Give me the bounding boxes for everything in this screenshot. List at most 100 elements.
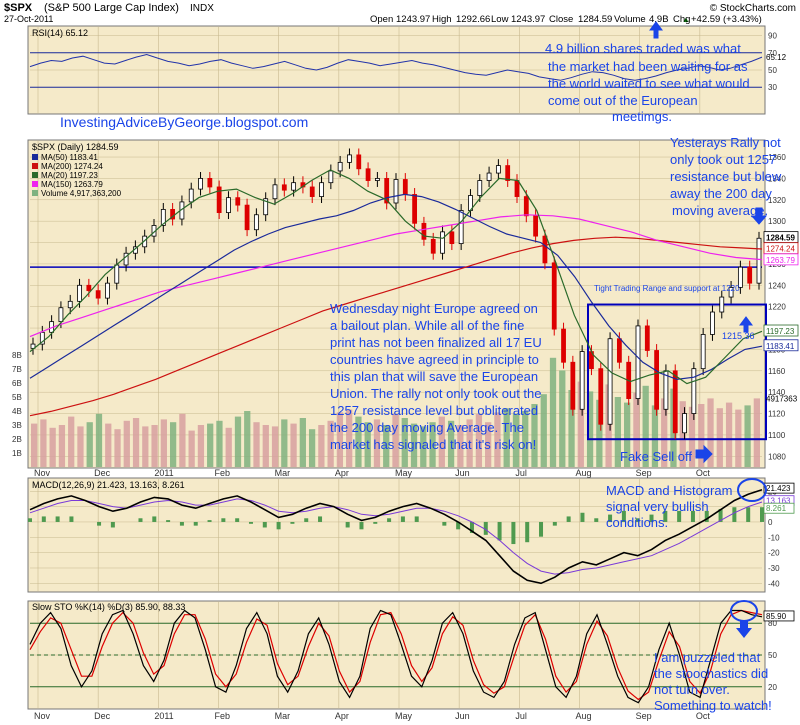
volume-bar bbox=[151, 425, 158, 467]
price-y-tick: 1160 bbox=[768, 367, 786, 376]
volume-bar bbox=[744, 405, 751, 467]
price-candle bbox=[700, 334, 706, 370]
value-label: 1284.59 bbox=[766, 234, 795, 243]
chg-arrow-icon: ▲ bbox=[682, 15, 690, 24]
macd-note-2: signal very bullish bbox=[606, 499, 709, 514]
x-tick-label: Dec bbox=[94, 468, 111, 478]
price-y-tick: 1300 bbox=[768, 217, 786, 226]
volume-y-tick: 3B bbox=[12, 421, 22, 430]
high-value: 1292.66 bbox=[456, 14, 490, 25]
close-value: 1284.59 bbox=[578, 14, 612, 25]
macd-line bbox=[29, 488, 763, 585]
macd-histogram-bar bbox=[193, 521, 198, 526]
volume-bar bbox=[485, 422, 492, 467]
rsi-note-2: the market had been waiting for as bbox=[548, 59, 748, 74]
volume-bar bbox=[373, 419, 381, 467]
price-candle bbox=[458, 210, 464, 245]
price-candle bbox=[207, 178, 213, 188]
price-candle bbox=[737, 266, 743, 288]
volume-bar bbox=[308, 429, 316, 467]
macd-histogram-bar bbox=[594, 518, 599, 522]
x-tick-label: Apr bbox=[335, 468, 349, 478]
sto-k-line bbox=[29, 609, 763, 704]
macd-histogram-bar bbox=[621, 510, 626, 522]
macd-histogram-bar bbox=[152, 516, 157, 522]
price-candle bbox=[235, 197, 241, 206]
europe-note-8: the 200 day moving Average. The bbox=[330, 420, 524, 435]
blog-name: InvestingAdviceByGeorge.blogspot.com bbox=[60, 114, 308, 130]
europe-note-6: Union. The rally not only took out the bbox=[330, 386, 542, 401]
price-candle bbox=[226, 197, 231, 214]
macd-histogram-bar bbox=[635, 518, 640, 522]
volume-y-tick: 1B bbox=[12, 449, 22, 458]
europe-note: Wednesday night Europe agreed on a bailo… bbox=[330, 301, 542, 452]
volume-bar bbox=[716, 408, 723, 467]
x-tick-label: Jun bbox=[455, 711, 470, 721]
volume-bar bbox=[531, 404, 538, 467]
legend-ma20: MA(20) 1197.23 bbox=[41, 171, 98, 180]
europe-note-9: market has signaled that it's risk on! bbox=[330, 437, 536, 452]
price-candle bbox=[30, 343, 36, 349]
price-bars bbox=[30, 148, 762, 440]
volume-bar bbox=[651, 405, 659, 467]
rally-note-1: Yesterays Rally not bbox=[670, 135, 781, 150]
price-candle bbox=[561, 328, 566, 363]
volume-bar bbox=[95, 413, 103, 467]
x-tick-label: 2011 bbox=[154, 468, 173, 478]
macd-note-3: conditions. bbox=[606, 515, 668, 530]
price-y-tick: 1080 bbox=[768, 452, 786, 461]
close-label: Close bbox=[549, 14, 573, 25]
volume-bar bbox=[383, 425, 390, 467]
price-candle bbox=[374, 178, 380, 181]
price-candle bbox=[440, 231, 445, 254]
price-candle bbox=[198, 178, 203, 190]
macd-histogram-bar bbox=[373, 521, 378, 524]
price-candle bbox=[672, 370, 678, 434]
price-candle bbox=[579, 351, 585, 410]
volume-bar bbox=[457, 425, 464, 467]
volume-bar bbox=[225, 427, 232, 467]
rsi-y-tick: 30 bbox=[768, 83, 777, 92]
rsi-value-label: 65.12 bbox=[766, 53, 787, 62]
price-candle bbox=[393, 179, 399, 204]
price-candle bbox=[514, 180, 520, 197]
price-candle bbox=[281, 184, 287, 191]
down-arrow-icon bbox=[750, 207, 768, 225]
macd-histogram-bar bbox=[483, 521, 488, 535]
price-candle bbox=[402, 179, 408, 195]
sto-note-4: Something to watch! bbox=[654, 698, 772, 713]
volume-bar bbox=[271, 426, 279, 467]
price-candle bbox=[570, 361, 576, 410]
price-candle bbox=[710, 311, 715, 335]
macd-histogram-bar bbox=[760, 507, 764, 522]
volume-bar bbox=[559, 370, 566, 467]
price-candle bbox=[142, 235, 148, 248]
macd-histogram-bar bbox=[262, 521, 267, 528]
volume-bar bbox=[179, 413, 186, 467]
volume-bar bbox=[188, 430, 195, 467]
price-candle bbox=[495, 165, 501, 174]
volume-bar bbox=[503, 408, 510, 467]
price-y-tick: 1100 bbox=[768, 431, 786, 440]
macd-histogram-bar bbox=[69, 516, 74, 522]
macd-y-tick: -30 bbox=[768, 564, 780, 573]
panel-titles: RSI(14) 65.12 $SPX (Daily) 1284.59 MACD(… bbox=[32, 28, 185, 612]
legend-volume: Volume 4,917,363,200 bbox=[41, 189, 122, 198]
volume-bar bbox=[244, 411, 251, 467]
volume-bar bbox=[299, 418, 306, 467]
price-candle bbox=[67, 300, 73, 309]
x-tick-label: Jul bbox=[515, 711, 527, 721]
price-candle bbox=[347, 154, 352, 163]
x-tick-label: Feb bbox=[215, 468, 231, 478]
markers bbox=[649, 21, 768, 638]
volume-value-label: 4917363 bbox=[766, 394, 798, 403]
volume-bar bbox=[281, 419, 288, 467]
moving-averages bbox=[29, 169, 763, 417]
price-y-tick: 1340 bbox=[768, 174, 786, 183]
x-tick-label: 2011 bbox=[154, 711, 173, 721]
price-candle bbox=[77, 284, 82, 302]
price-y-tick: 1320 bbox=[768, 196, 786, 205]
volume-bar bbox=[31, 423, 38, 467]
europe-note-1: Wednesday night Europe agreed on bbox=[330, 301, 538, 316]
price-candle bbox=[542, 235, 548, 264]
